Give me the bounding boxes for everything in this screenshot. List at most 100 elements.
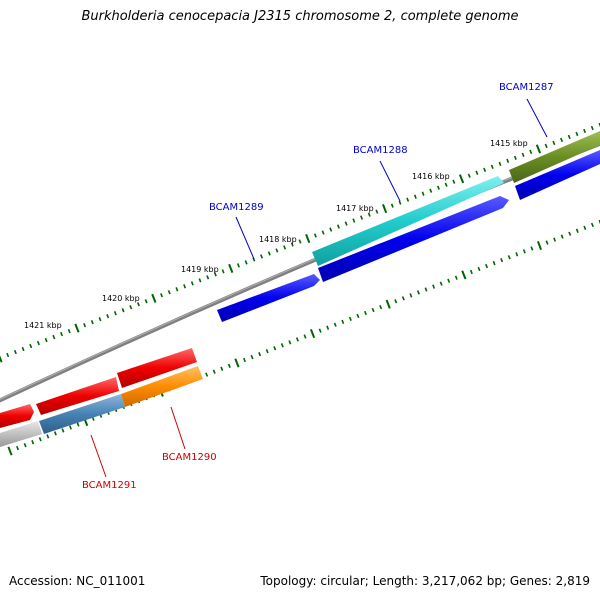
outer-tick [483, 167, 487, 172]
inner-tick [424, 287, 428, 292]
gene-label-bcam1291[interactable]: BCAM1291 [82, 480, 137, 491]
inner-tick [560, 234, 564, 239]
gene-feature-left-edge[interactable] [0, 421, 42, 447]
gene-feature-bcam1288[interactable] [312, 176, 504, 266]
outer-tick [329, 227, 333, 232]
cds-feature-bcam1289[interactable] [217, 274, 320, 322]
outer-tick [375, 209, 379, 214]
outer-tick [506, 158, 510, 163]
inner-tick [401, 296, 405, 301]
gene-feature-bcam1290[interactable] [121, 366, 203, 407]
outer-tick [74, 323, 80, 333]
outer-tick [444, 182, 448, 187]
outer-tick [67, 328, 71, 334]
outer-tick [567, 134, 571, 140]
inner-tick [348, 316, 352, 321]
cds-feature-bcam1287[interactable] [515, 150, 600, 200]
tick-label-1421: 1421 kbp [24, 321, 62, 330]
cds-feature-bcam1288[interactable] [318, 196, 509, 282]
outer-tick [52, 334, 56, 340]
inner-tick [341, 319, 345, 324]
inner-tick [212, 369, 216, 374]
inner-tick [76, 422, 80, 427]
inner-tick [273, 346, 277, 351]
outer-tick [113, 311, 117, 316]
outer-tick [544, 143, 548, 149]
inner-tick [553, 237, 557, 242]
outer-tick [458, 174, 465, 184]
outer-tick [21, 346, 25, 352]
outer-tick [44, 337, 48, 343]
inner-tick [536, 240, 543, 251]
outer-tick [560, 137, 564, 143]
outer-tick [260, 254, 264, 259]
outer-tick [83, 323, 87, 328]
inner-tick [454, 275, 458, 280]
outer-tick [167, 290, 171, 295]
outer-tick [106, 314, 110, 319]
inner-tick [309, 329, 316, 339]
inner-tick [69, 425, 72, 430]
outer-tick [290, 242, 294, 247]
inner-tick [280, 343, 284, 348]
cds-feature-left-edge[interactable] [0, 404, 34, 428]
inner-tick [53, 431, 57, 436]
outer-tick [344, 221, 348, 226]
outer-tick [475, 170, 479, 175]
inner-tick [432, 284, 436, 289]
leader-bcam1289 [235, 216, 255, 260]
inner-tick [227, 363, 231, 369]
cds-feature-bcam1290-red[interactable] [117, 348, 197, 388]
outer-tick [213, 272, 217, 277]
outer-tick [382, 204, 388, 214]
outer-tick [198, 278, 202, 283]
gene-feature-bcam1287[interactable] [509, 131, 600, 183]
gene-label-bcam1288[interactable]: BCAM1288 [353, 145, 408, 156]
outer-tick [421, 191, 425, 196]
inner-tick [500, 257, 504, 263]
inner-tick [515, 252, 519, 257]
outer-tick [221, 269, 225, 274]
cds-feature-bcam1291-red[interactable] [36, 377, 119, 415]
outer-tick [121, 308, 125, 313]
outer-tick [29, 343, 33, 349]
inner-tick [61, 428, 65, 433]
outer-tick [452, 179, 456, 184]
outer-tick [360, 215, 364, 220]
tick-label-1417: 1417 kbp [336, 204, 374, 213]
outer-tick [498, 161, 502, 166]
outer-tick [0, 355, 3, 363]
gene-feature-bcam1291[interactable] [39, 394, 125, 434]
inner-tick [447, 278, 451, 283]
inner-tick [333, 322, 337, 327]
outer-tick [583, 128, 587, 134]
inner-tick [492, 260, 496, 266]
outer-tick [336, 224, 340, 229]
inner-tick [530, 246, 534, 251]
outer-tick [275, 248, 279, 253]
outer-tick [490, 164, 494, 169]
inner-tick [385, 299, 391, 309]
outer-tick [190, 281, 194, 286]
outer-tick [321, 230, 325, 235]
gene-label-bcam1287[interactable]: BCAM1287 [499, 82, 554, 93]
tick-label-1418: 1418 kbp [259, 235, 297, 244]
gene-labels: BCAM1287 BCAM1288 BCAM1289 BCAM1290 BCAM… [82, 82, 554, 491]
inner-tick [318, 328, 322, 333]
leader-bcam1291 [90, 434, 107, 478]
tick-label-1420: 1420 kbp [102, 294, 140, 303]
outer-tick [129, 305, 133, 310]
outer-tick [90, 320, 94, 325]
gene-label-bcam1290[interactable]: BCAM1290 [162, 452, 217, 463]
sequence-backbone [0, 141, 600, 403]
outer-tick [467, 173, 471, 178]
inner-tick [590, 222, 594, 228]
outer-tick [436, 185, 440, 190]
inner-tick [461, 270, 467, 280]
outer-tick [236, 263, 240, 268]
leader-bcam1290 [170, 406, 186, 450]
inner-tick [295, 337, 299, 342]
gene-label-bcam1289[interactable]: BCAM1289 [209, 202, 264, 213]
